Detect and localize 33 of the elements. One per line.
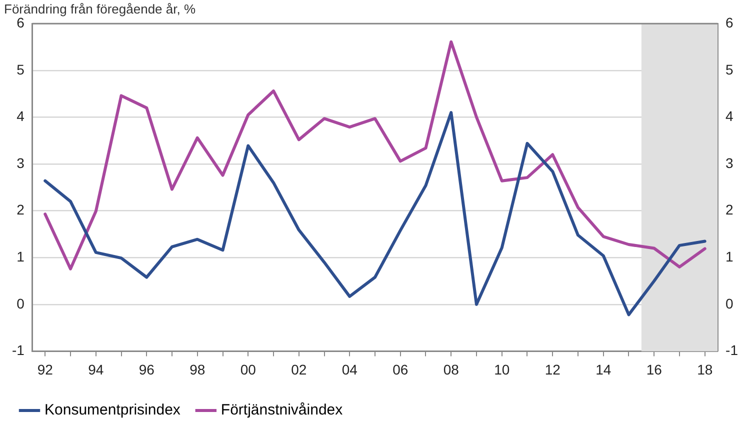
y-tick-label: 2 xyxy=(16,202,25,218)
chart-subtitle: Förändring från föregående år, % xyxy=(4,1,196,16)
x-tick-label: 16 xyxy=(646,361,662,378)
x-tick-label: 96 xyxy=(138,361,155,378)
y2-tick-label: 1 xyxy=(726,248,734,264)
y2-tick-label: 0 xyxy=(726,295,734,312)
y-tick-label: 6 xyxy=(16,14,25,30)
x-tick-label: 14 xyxy=(596,361,612,378)
y2-tick-label: -1 xyxy=(726,342,738,358)
y2-tick-label: 6 xyxy=(726,14,734,30)
x-tick-label: 06 xyxy=(392,361,408,378)
x-tick-label: 18 xyxy=(697,361,713,378)
y2-tick-label: 4 xyxy=(726,108,734,124)
x-tick-label: 00 xyxy=(240,361,256,378)
y2-tick-label: 2 xyxy=(726,202,734,218)
x-tick-label: 04 xyxy=(342,361,358,378)
y-tick-label: 4 xyxy=(16,108,25,124)
y2-tick-label: 5 xyxy=(726,61,734,78)
legend-label: Konsumentprisindex xyxy=(44,402,181,419)
y-tick-label: 1 xyxy=(16,248,25,264)
y-tick-label: -1 xyxy=(12,342,25,358)
x-tick-label: 92 xyxy=(37,361,54,378)
y-tick-label: 3 xyxy=(16,154,25,171)
y-tick-label: 5 xyxy=(16,61,25,78)
x-tick-label: 98 xyxy=(190,361,206,378)
legend-label: Förtjänstnivåindex xyxy=(220,402,344,419)
x-tick-label: 02 xyxy=(291,361,307,378)
x-tick-label: 08 xyxy=(443,361,460,378)
x-tick-label: 12 xyxy=(544,361,561,378)
y-tick-label: 0 xyxy=(16,295,25,312)
x-tick-label: 94 xyxy=(88,361,104,378)
y2-tick-label: 3 xyxy=(726,154,734,171)
x-tick-label: 10 xyxy=(494,361,510,378)
